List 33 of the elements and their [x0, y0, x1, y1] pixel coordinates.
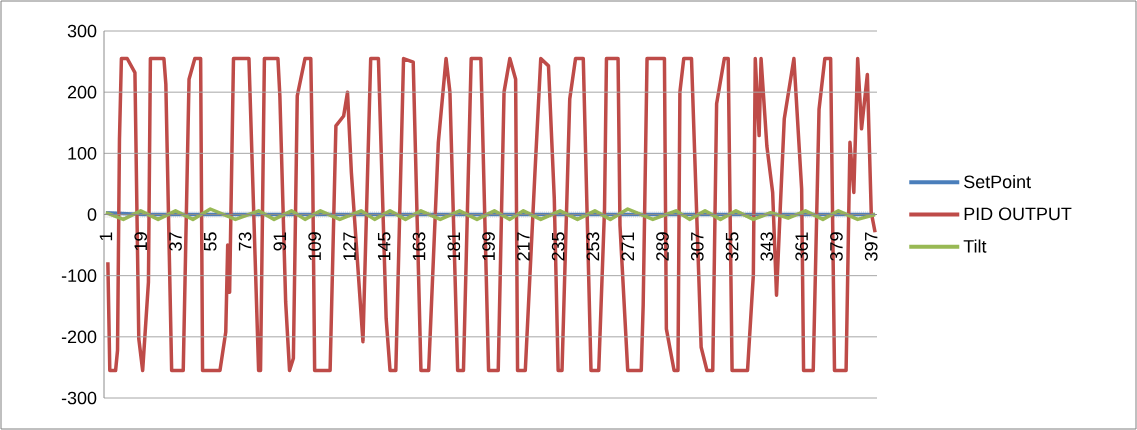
x-tick-label: 361	[795, 232, 808, 261]
x-tick-label: 1	[99, 232, 113, 241]
x-tick-label: 163	[412, 232, 426, 261]
x-tick-label: 37	[169, 232, 182, 251]
x-tick-label: 73	[238, 232, 252, 251]
x-tick-label: 217	[517, 232, 530, 261]
x-tick-label: 253	[586, 232, 600, 261]
y-tick-label: 100	[68, 146, 97, 160]
x-tick-label: 379	[830, 232, 843, 261]
y-tick-label: 200	[67, 85, 97, 99]
x-tick-label: 271	[621, 232, 634, 261]
y-tick-label: -200	[61, 330, 97, 344]
x-tick-label: 397	[864, 232, 878, 261]
x-tick-label: 55	[204, 232, 217, 251]
x-tick-label: 343	[760, 232, 774, 261]
y-tick-label: 0	[87, 208, 97, 221]
x-tick-label: 109	[308, 232, 321, 261]
x-tick-label: 289	[656, 232, 669, 261]
x-tick-label: 127	[343, 232, 356, 261]
x-tick-label: 235	[551, 232, 565, 261]
x-tick-label: 91	[273, 232, 287, 251]
y-tick-label: 300	[67, 24, 97, 38]
legend-label: PID OUTPUT	[964, 207, 1072, 221]
x-tick-label: 199	[482, 232, 495, 261]
y-tick-label: -300	[61, 391, 97, 405]
y-tick-label: -100	[61, 269, 97, 283]
x-tick-label: 325	[725, 232, 739, 261]
x-tick-label: 307	[690, 232, 704, 261]
x-tick-label: 145	[377, 232, 391, 261]
legend-label: SetPoint	[964, 175, 1031, 189]
legend-label: Tilt	[963, 239, 987, 253]
x-tick-label: 19	[134, 232, 148, 251]
x-tick-label: 181	[447, 232, 461, 261]
